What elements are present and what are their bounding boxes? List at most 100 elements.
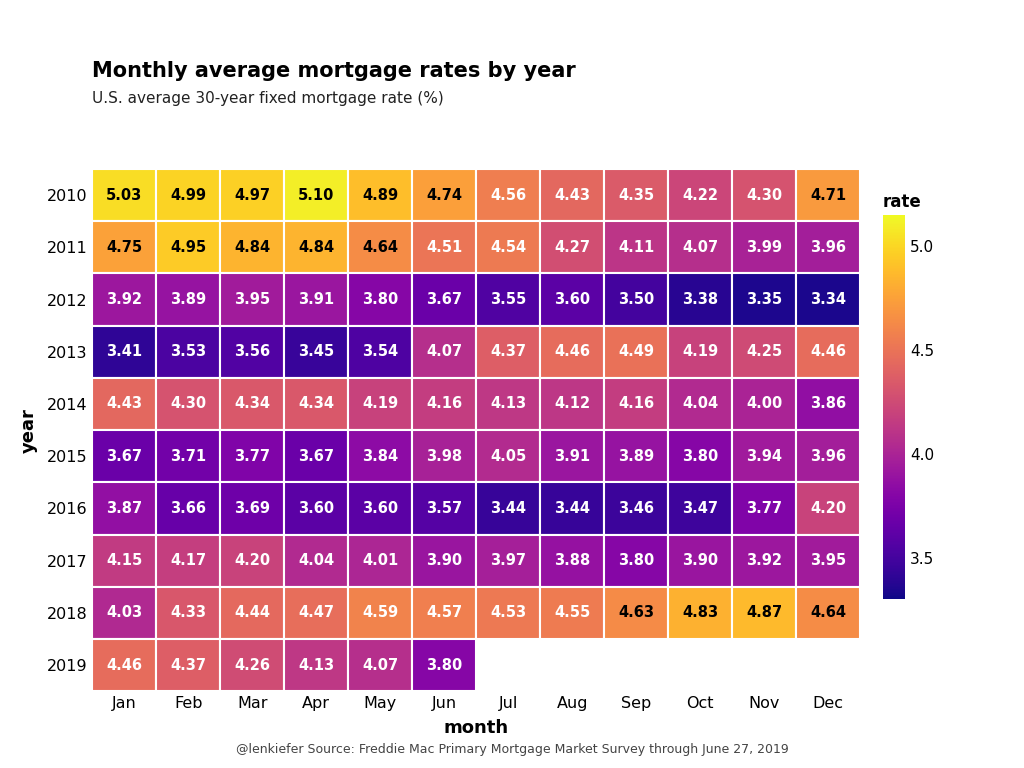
Bar (284, 273, 348, 326)
Bar (412, 482, 476, 535)
Bar (284, 169, 348, 221)
Bar (156, 221, 220, 273)
Bar (92, 326, 156, 378)
Text: 3.94: 3.94 (746, 449, 782, 464)
Text: 4.84: 4.84 (234, 240, 270, 255)
Bar (797, 169, 860, 221)
Text: 4.87: 4.87 (746, 605, 782, 621)
Text: 4.46: 4.46 (554, 344, 590, 359)
Text: 4.49: 4.49 (618, 344, 654, 359)
Text: 3.98: 3.98 (426, 449, 462, 464)
Text: 4.34: 4.34 (298, 396, 334, 412)
Bar (476, 326, 541, 378)
Bar (732, 482, 797, 535)
Bar (412, 221, 476, 273)
Text: 4.16: 4.16 (618, 396, 654, 412)
Text: 3.44: 3.44 (490, 501, 526, 516)
Bar (156, 169, 220, 221)
Bar (732, 273, 797, 326)
Text: 4.13: 4.13 (298, 657, 334, 673)
Bar (412, 326, 476, 378)
Text: 3.90: 3.90 (682, 553, 718, 568)
Bar (541, 378, 604, 430)
Bar (156, 587, 220, 639)
Text: 3.92: 3.92 (746, 553, 782, 568)
Bar (668, 273, 732, 326)
Text: 3.92: 3.92 (106, 292, 142, 307)
Bar (156, 273, 220, 326)
Bar (732, 535, 797, 587)
Text: 3.55: 3.55 (490, 292, 526, 307)
Text: 3.47: 3.47 (682, 501, 718, 516)
Bar (541, 326, 604, 378)
Bar (284, 326, 348, 378)
Bar (732, 326, 797, 378)
Bar (797, 535, 860, 587)
Bar (92, 535, 156, 587)
Bar (284, 221, 348, 273)
Bar (604, 482, 668, 535)
Text: 4.15: 4.15 (106, 553, 142, 568)
Text: 3.90: 3.90 (426, 553, 462, 568)
Bar (156, 535, 220, 587)
Text: 4.53: 4.53 (490, 605, 526, 621)
Bar (348, 221, 412, 273)
Text: 3.96: 3.96 (810, 240, 846, 255)
Text: 4.33: 4.33 (170, 605, 206, 621)
Text: 4.30: 4.30 (746, 187, 782, 203)
Bar (604, 430, 668, 482)
Text: 4.44: 4.44 (234, 605, 270, 621)
Bar (156, 378, 220, 430)
Bar (412, 535, 476, 587)
Text: 3.87: 3.87 (106, 501, 142, 516)
Bar (476, 430, 541, 482)
Bar (476, 482, 541, 535)
Bar (92, 169, 156, 221)
Bar (220, 482, 284, 535)
Text: 4.19: 4.19 (682, 344, 718, 359)
Bar (220, 639, 284, 691)
Bar (348, 326, 412, 378)
Text: 3.89: 3.89 (170, 292, 206, 307)
Text: 3.86: 3.86 (810, 396, 846, 412)
Bar (541, 273, 604, 326)
Bar (541, 221, 604, 273)
Text: 4.11: 4.11 (618, 240, 654, 255)
Text: 4.64: 4.64 (362, 240, 398, 255)
Bar (348, 378, 412, 430)
Bar (412, 430, 476, 482)
Text: 3.67: 3.67 (426, 292, 462, 307)
Bar (604, 326, 668, 378)
Bar (284, 378, 348, 430)
Text: 4.83: 4.83 (682, 605, 718, 621)
Bar (156, 326, 220, 378)
Text: 3.41: 3.41 (106, 344, 142, 359)
Text: 4.35: 4.35 (618, 187, 654, 203)
Bar (220, 378, 284, 430)
Text: 4.74: 4.74 (426, 187, 462, 203)
Bar (541, 535, 604, 587)
Bar (668, 482, 732, 535)
Text: 4.63: 4.63 (618, 605, 654, 621)
Bar (732, 169, 797, 221)
Y-axis label: year: year (20, 408, 38, 452)
Text: 3.44: 3.44 (554, 501, 590, 516)
Text: 4.07: 4.07 (426, 344, 462, 359)
Text: 3.60: 3.60 (554, 292, 590, 307)
Text: 3.38: 3.38 (682, 292, 718, 307)
Bar (797, 587, 860, 639)
Bar (476, 221, 541, 273)
Bar (668, 587, 732, 639)
Bar (156, 430, 220, 482)
Bar (668, 169, 732, 221)
Bar (220, 273, 284, 326)
Bar (284, 587, 348, 639)
Text: 4.37: 4.37 (170, 657, 206, 673)
Text: 3.50: 3.50 (618, 292, 654, 307)
Text: 3.67: 3.67 (298, 449, 334, 464)
Text: 3.80: 3.80 (426, 657, 462, 673)
Text: 3.95: 3.95 (810, 553, 846, 568)
Bar (541, 169, 604, 221)
Bar (476, 378, 541, 430)
Text: 3.96: 3.96 (810, 449, 846, 464)
